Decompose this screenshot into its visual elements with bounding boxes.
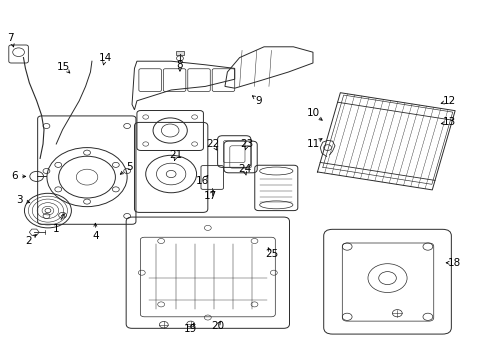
Text: 14: 14 xyxy=(98,53,112,63)
Text: 8: 8 xyxy=(176,60,183,70)
Text: 6: 6 xyxy=(11,171,18,181)
Text: 13: 13 xyxy=(442,117,456,127)
Text: 19: 19 xyxy=(183,324,197,334)
Text: 7: 7 xyxy=(7,33,14,43)
Text: 22: 22 xyxy=(205,139,219,149)
Text: 18: 18 xyxy=(447,258,461,268)
Text: 2: 2 xyxy=(25,236,32,246)
Text: 1: 1 xyxy=(53,224,60,234)
Text: 20: 20 xyxy=(211,321,224,331)
Text: 15: 15 xyxy=(57,62,70,72)
Text: 16: 16 xyxy=(196,176,209,186)
Text: 9: 9 xyxy=(255,96,262,106)
Text: 17: 17 xyxy=(203,191,217,201)
Text: 12: 12 xyxy=(442,96,456,106)
Text: 25: 25 xyxy=(264,249,278,259)
Text: 24: 24 xyxy=(237,164,251,174)
Text: 3: 3 xyxy=(16,195,23,205)
Text: 4: 4 xyxy=(92,231,99,241)
Text: 5: 5 xyxy=(126,162,133,172)
Text: 23: 23 xyxy=(240,139,253,149)
Text: 11: 11 xyxy=(305,139,319,149)
Text: 21: 21 xyxy=(169,150,183,160)
Text: 10: 10 xyxy=(306,108,319,118)
FancyBboxPatch shape xyxy=(175,51,184,55)
